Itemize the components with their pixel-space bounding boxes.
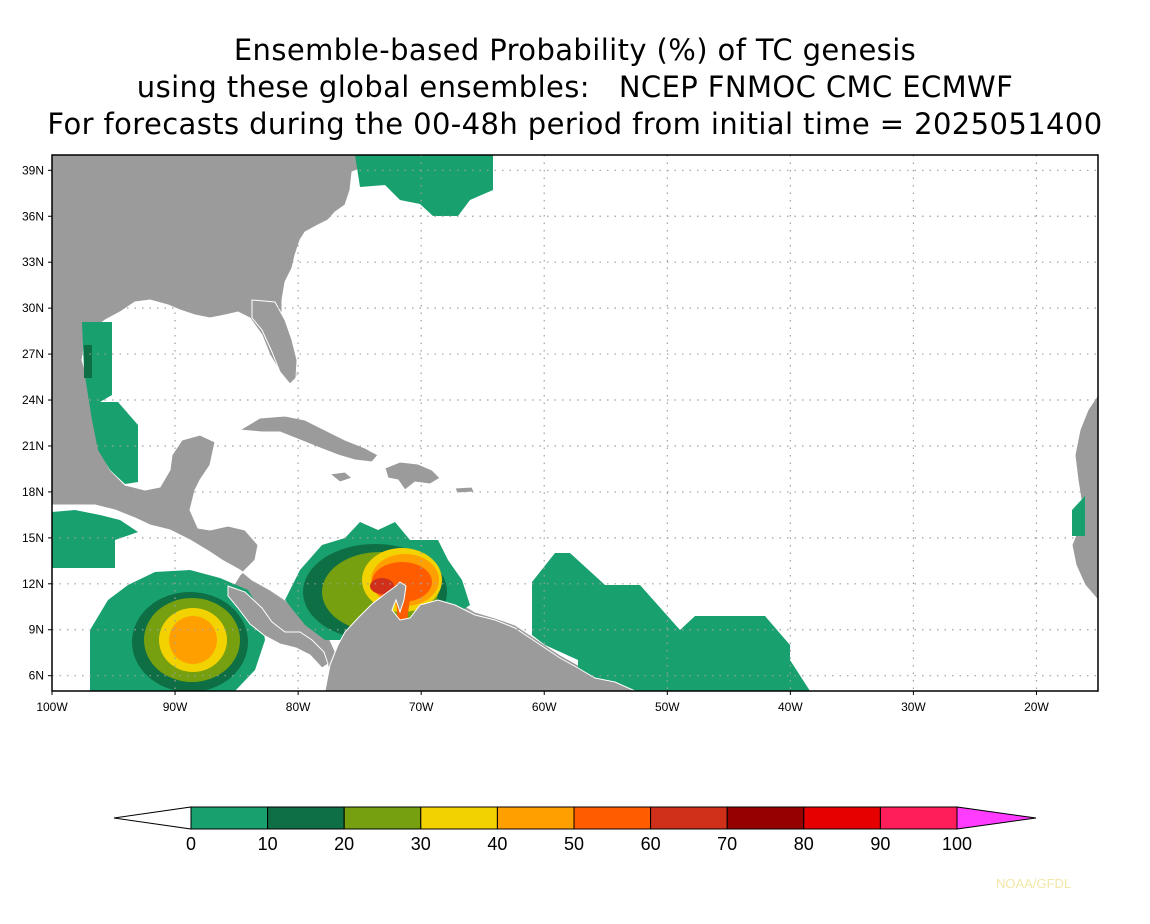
central-america-overlay — [227, 585, 329, 669]
title-line-3: For forecasts during the 00-48h period f… — [47, 107, 1103, 141]
colorbar-swatch — [573, 806, 652, 830]
probability-contours — [52, 155, 1085, 691]
colorbar-label: 0 — [186, 834, 196, 854]
lat-tick-label: 36N — [22, 209, 44, 223]
colorbar-above-arrow — [956, 806, 1037, 830]
lon-tick-label: 80W — [286, 700, 311, 714]
prob-zone-carib-70 — [370, 578, 394, 594]
colorbar-swatch — [267, 806, 345, 830]
lat-tick-label: 6N — [29, 669, 44, 683]
colorbar-swatch — [496, 806, 575, 830]
title-block: Ensemble-based Probability (%) of TC gen… — [0, 32, 1150, 143]
lat-tick-label: 27N — [22, 347, 44, 361]
colorbar-label: 90 — [870, 834, 890, 854]
lon-tick-label: 60W — [532, 700, 557, 714]
colorbar-label: 20 — [334, 834, 354, 854]
lon-tick-label: 70W — [409, 700, 434, 714]
prob-zone-central-atlantic — [532, 553, 810, 691]
colorbar-label: 50 — [564, 834, 584, 854]
colorbar-swatch — [420, 806, 498, 830]
lat-tick-label: 15N — [22, 531, 44, 545]
colorbar-label: 10 — [258, 834, 278, 854]
colorbar-swatch — [650, 806, 728, 830]
lon-tick-label: 40W — [778, 700, 803, 714]
land-overlay — [227, 581, 636, 691]
lat-tick-label: 30N — [22, 301, 44, 315]
colorbar-label: 60 — [641, 834, 661, 854]
prob-zone-gulf-inner — [84, 345, 92, 378]
lon-tick-label: 30W — [901, 700, 926, 714]
latitude-axis: 39N 36N 33N 30N 27N 24N 21N 18N 15N 12N 9N 6N — [22, 163, 52, 683]
lat-tick-label: 33N — [22, 255, 44, 269]
map-panel — [52, 155, 1098, 691]
lat-tick-label: 12N — [22, 577, 44, 591]
lon-tick-label: 90W — [163, 700, 188, 714]
lat-tick-label: 24N — [22, 393, 44, 407]
colorbar-label: 100 — [942, 834, 972, 854]
prob-zone-gulf — [82, 322, 138, 484]
prob-zone-epac-50 — [169, 616, 217, 664]
lat-tick-label: 21N — [22, 439, 44, 453]
title-line-2: using these global ensembles: NCEP FNMOC… — [136, 70, 1014, 104]
florida-land — [251, 299, 298, 385]
colorbar-label: 70 — [717, 834, 737, 854]
credit-text: NOAA/GFDL — [996, 876, 1072, 891]
lat-tick-label: 9N — [29, 623, 44, 637]
colorbar-below-arrow — [113, 806, 192, 830]
colorbar-swatch — [879, 806, 958, 830]
hispaniola-land — [384, 461, 441, 491]
colorbar-label: 40 — [487, 834, 507, 854]
lon-tick-label: 20W — [1024, 700, 1049, 714]
colorbar-label: 80 — [794, 834, 814, 854]
jamaica-land — [328, 471, 353, 483]
puerto-rico-land — [454, 486, 475, 494]
map-frame — [51, 154, 1099, 692]
prob-zone-africa-coast — [1072, 496, 1085, 536]
cuba-land — [238, 415, 379, 463]
colorbar: 0 10 20 30 40 50 60 70 80 90 100 — [113, 806, 1037, 854]
colorbar-swatch — [803, 806, 881, 830]
longitude-axis: 100W 90W 80W 70W 60W 50W 40W 30W 20W — [36, 691, 1049, 714]
prob-zone-epac-west — [52, 510, 138, 568]
colorbar-swatch — [343, 806, 422, 830]
lat-tick-label: 18N — [22, 485, 44, 499]
lat-tick-label: 39N — [22, 163, 44, 177]
south-america-land-overlay — [324, 581, 636, 691]
lon-tick-label: 100W — [36, 700, 68, 714]
title-line-1: Ensemble-based Probability (%) of TC gen… — [233, 33, 917, 67]
colorbar-label: 30 — [411, 834, 431, 854]
colorbar-swatch — [190, 806, 269, 830]
colorbar-swatch — [726, 806, 805, 830]
lon-tick-label: 50W — [655, 700, 680, 714]
